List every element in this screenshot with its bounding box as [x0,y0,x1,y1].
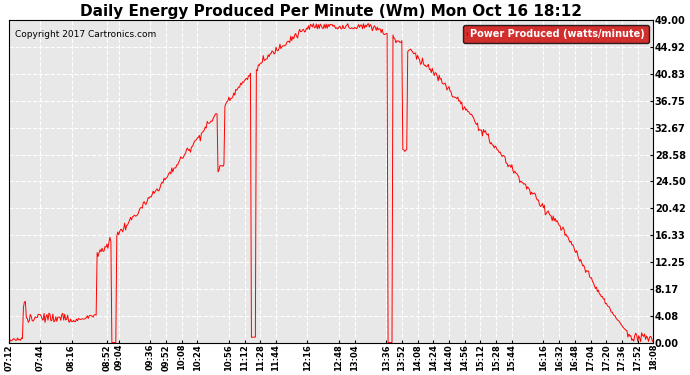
Legend: Power Produced (watts/minute): Power Produced (watts/minute) [463,25,649,43]
Title: Daily Energy Produced Per Minute (Wm) Mon Oct 16 18:12: Daily Energy Produced Per Minute (Wm) Mo… [80,4,582,19]
Text: Copyright 2017 Cartronics.com: Copyright 2017 Cartronics.com [15,30,157,39]
